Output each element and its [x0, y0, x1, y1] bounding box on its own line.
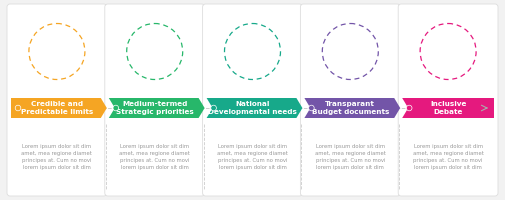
Text: Lorem ipsum dolor sit dim
amet, mea regione diamet
principes at. Cum no movi
lor: Lorem ipsum dolor sit dim amet, mea regi…	[315, 144, 386, 170]
Circle shape	[407, 105, 412, 111]
Polygon shape	[109, 98, 205, 118]
Text: Lorem ipsum dolor sit dim
amet, mea regione diamet
principes at. Cum no movi
lor: Lorem ipsum dolor sit dim amet, mea regi…	[21, 144, 92, 170]
Text: Lorem ipsum dolor sit dim
amet, mea regione diamet
principes at. Cum no movi
lor: Lorem ipsum dolor sit dim amet, mea regi…	[119, 144, 190, 170]
FancyBboxPatch shape	[203, 4, 302, 196]
Polygon shape	[305, 98, 400, 118]
Polygon shape	[207, 98, 302, 118]
FancyBboxPatch shape	[300, 4, 400, 196]
Circle shape	[211, 105, 217, 111]
Text: Lorem ipsum dolor sit dim
amet, mea regione diamet
principes at. Cum no movi
lor: Lorem ipsum dolor sit dim amet, mea regi…	[413, 144, 484, 170]
Text: Lorem ipsum dolor sit dim
amet, mea regione diamet
principes at. Cum no movi
lor: Lorem ipsum dolor sit dim amet, mea regi…	[217, 144, 288, 170]
Text: Inclusive
Debate: Inclusive Debate	[430, 101, 466, 115]
Polygon shape	[402, 98, 494, 118]
Text: Transparant
Budget documents: Transparant Budget documents	[312, 101, 389, 115]
Polygon shape	[11, 98, 107, 118]
Text: National
Developmental needs: National Developmental needs	[208, 101, 297, 115]
Text: Credible and
Predictable limits: Credible and Predictable limits	[21, 101, 93, 115]
Circle shape	[309, 105, 314, 111]
FancyBboxPatch shape	[7, 4, 107, 196]
FancyBboxPatch shape	[105, 4, 205, 196]
Text: Medium-termed
Strategic priorities: Medium-termed Strategic priorities	[116, 101, 193, 115]
Circle shape	[113, 105, 119, 111]
FancyBboxPatch shape	[398, 4, 498, 196]
Circle shape	[15, 105, 21, 111]
